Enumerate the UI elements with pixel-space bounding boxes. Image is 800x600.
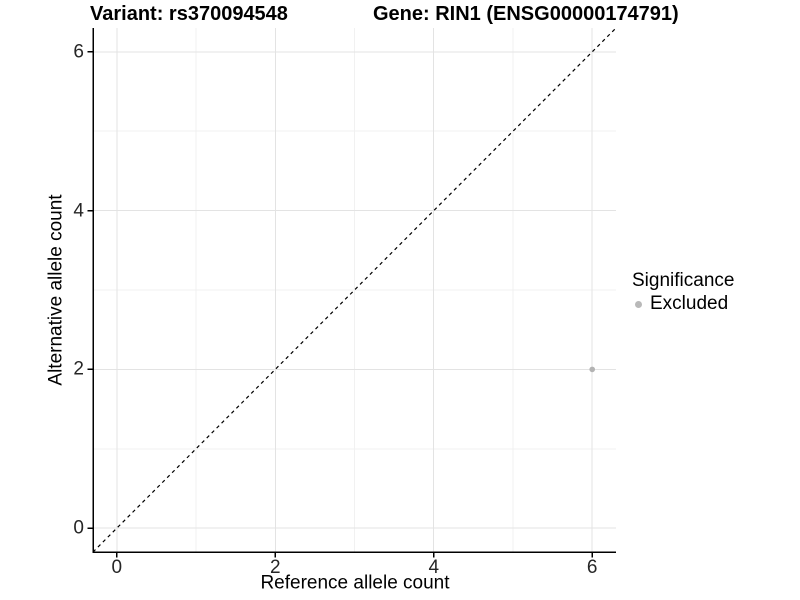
x-tick-label: 0	[111, 557, 123, 578]
legend-items: Excluded	[632, 293, 734, 316]
y-tick-label: 4	[73, 200, 84, 222]
identity-reference-line	[92, 27, 617, 553]
y-tick-label: 6	[73, 41, 84, 63]
legend-item: Excluded	[632, 293, 734, 316]
legend-point-icon	[635, 301, 642, 309]
x-axis-title: Reference allele count	[260, 572, 450, 594]
x-tick-label: 2	[269, 557, 281, 578]
x-tick-label: 4	[428, 557, 440, 578]
data-point	[589, 366, 596, 373]
variant-title: Variant: rs370094548	[90, 3, 288, 25]
gene-title: Gene: RIN1 (ENSG00000174791)	[373, 3, 679, 25]
x-tick-label: 6	[586, 557, 598, 578]
y-tick-label: 0	[73, 517, 84, 539]
legend: Significance Excluded	[632, 270, 734, 316]
y-tick-label: 2	[73, 358, 84, 380]
legend-title: Significance	[632, 270, 735, 291]
y-axis-title: Alternative allele count	[45, 194, 67, 386]
legend-item-label: Excluded	[650, 293, 729, 315]
